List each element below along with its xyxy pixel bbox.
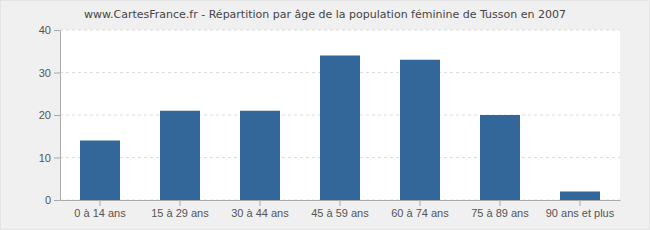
plot-area [60,30,620,200]
y-tick: 20 [39,109,60,121]
y-tick-mark [54,73,60,74]
y-tick-label: 40 [39,24,51,36]
x-tick-label: 75 à 89 ans [471,207,529,219]
bar [320,56,360,201]
y-axis: 0 10 20 30 40 [39,24,61,206]
x-tick-label: 90 ans et plus [546,207,615,219]
bar [480,115,520,200]
chart: 0 10 20 30 40 0 à 14 ans 15 à 29 ans 30 à 44 an… [0,0,650,230]
x-tick: 30 à 44 ans [231,200,289,219]
y-tick: 0 [45,194,60,206]
x-tick-mark [580,200,581,206]
bar [160,111,200,200]
bar [80,141,120,201]
x-tick-mark [180,200,181,206]
x-tick-label: 45 à 59 ans [311,207,369,219]
bar [240,111,280,200]
x-tick-label: 60 à 74 ans [391,207,449,219]
y-tick-label: 10 [39,152,51,164]
bars [80,56,600,201]
x-tick-label: 0 à 14 ans [74,207,126,219]
x-tick: 75 à 89 ans [471,200,529,219]
x-axis: 0 à 14 ans 15 à 29 ans 30 à 44 ans 45 à 59 … [61,200,621,219]
x-tick: 60 à 74 ans [391,200,449,219]
x-tick-mark [260,200,261,206]
plot: 0 10 20 30 40 0 à 14 ans 15 à 29 ans 30 à 44 an… [39,24,621,219]
x-tick-label: 15 à 29 ans [151,207,209,219]
x-tick-mark [100,200,101,206]
y-tick: 40 [39,24,60,36]
y-tick-mark [54,115,60,116]
y-tick-label: 30 [39,67,51,79]
bar [560,192,600,201]
x-tick-mark [420,200,421,206]
y-tick-label: 20 [39,109,51,121]
y-tick-mark [54,30,60,31]
y-tick-label: 0 [45,194,51,206]
y-tick: 10 [39,152,60,164]
x-tick: 0 à 14 ans [74,200,126,219]
y-tick-mark [54,158,60,159]
y-tick-mark [54,200,60,201]
x-tick: 45 à 59 ans [311,200,369,219]
background [1,1,650,230]
grid-line [60,30,620,31]
x-tick-label: 30 à 44 ans [231,207,289,219]
x-tick: 15 à 29 ans [151,200,209,219]
x-tick: 90 ans et plus [546,200,615,219]
y-axis-line [60,31,61,201]
y-tick: 30 [39,67,60,79]
title: www.CartesFrance.fr - Répartition par âg… [84,8,566,21]
x-tick-mark [500,200,501,206]
x-tick-mark [340,200,341,206]
bar [400,60,440,200]
